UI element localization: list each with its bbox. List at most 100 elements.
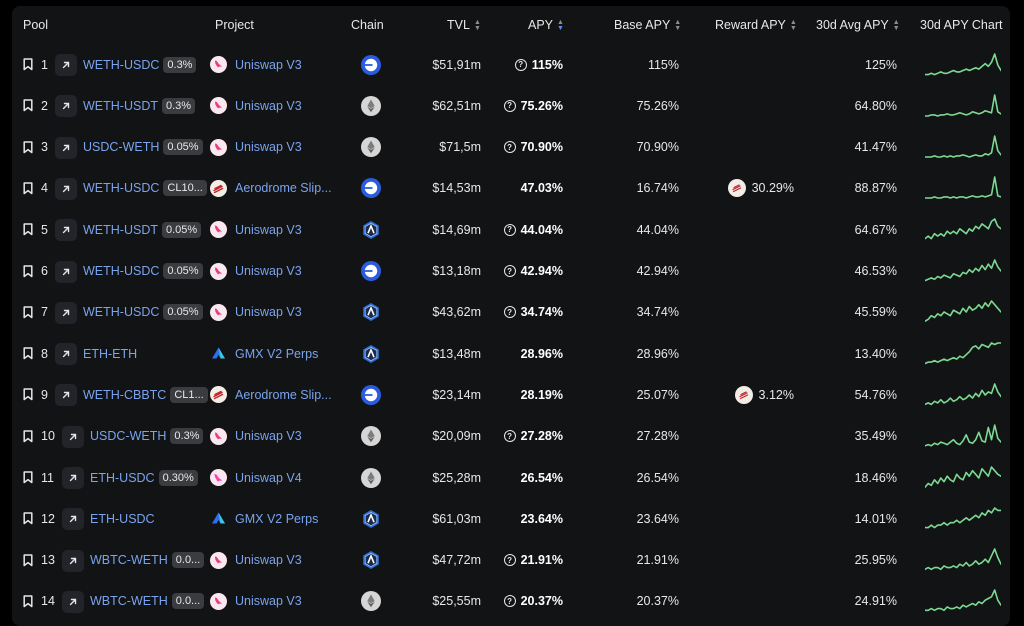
project-link[interactable]: Uniswap V4 xyxy=(235,470,302,485)
open-pool-arrow-icon[interactable] xyxy=(62,467,84,489)
open-pool-arrow-icon[interactable] xyxy=(55,260,77,283)
pool-link[interactable]: WBTC-WETH xyxy=(90,594,168,609)
fee-tier-badge: CL10... xyxy=(163,180,207,197)
bookmark-icon[interactable] xyxy=(23,292,37,333)
project-link[interactable]: Uniswap V3 xyxy=(235,264,302,278)
pool-link[interactable]: WETH-USDC xyxy=(83,264,160,278)
bookmark-icon[interactable] xyxy=(23,333,37,374)
header-project: Project xyxy=(215,18,254,32)
project-link[interactable]: GMX V2 Perps xyxy=(235,346,319,361)
open-pool-arrow-icon[interactable] xyxy=(62,590,84,613)
header-tvl-sort[interactable]: TVL ▲ ▼ xyxy=(447,18,481,32)
bookmark-icon[interactable] xyxy=(23,127,37,168)
table-row[interactable]: 13 WBTC-WETH 0.0... Uniswap V3 $47,72m? 21.91… xyxy=(12,540,1010,581)
project-link[interactable]: Aerodrome Slip... xyxy=(235,181,332,196)
project-link[interactable]: GMX V2 Perps xyxy=(235,511,319,526)
project-link[interactable]: Uniswap V3 xyxy=(235,553,302,568)
project-link[interactable]: Uniswap V3 xyxy=(235,222,302,237)
pool-link[interactable]: USDC-WETH xyxy=(90,429,167,444)
table-row[interactable]: 7 WETH-USDC 0.05% Uniswap V3 $43,62m? 34.74% 3… xyxy=(12,292,1010,333)
apy-value: 115% xyxy=(531,57,563,72)
apy-sparkline-chart xyxy=(925,498,1003,539)
header-30d-avg-apy-sort[interactable]: 30d Avg APY ▲ ▼ xyxy=(816,18,900,32)
table-row[interactable]: 6 WETH-USDC 0.05% Uniswap V3 $13,18m? 42.94% 4… xyxy=(12,251,1010,292)
open-pool-arrow-icon[interactable] xyxy=(62,508,84,531)
bookmark-icon[interactable] xyxy=(23,374,37,415)
project-link[interactable]: Uniswap V3 xyxy=(235,57,302,72)
pool-link[interactable]: ETH-ETH xyxy=(83,346,138,361)
project-link[interactable]: Uniswap V3 xyxy=(235,140,302,155)
open-pool-arrow-icon[interactable] xyxy=(62,549,84,572)
project-link[interactable]: Uniswap V3 xyxy=(235,594,302,609)
header-reward-apy-sort[interactable]: Reward APY ▲ ▼ xyxy=(715,18,797,32)
table-row[interactable]: 4 WETH-USDC CL10... Aerodrome Slip... $14,53… xyxy=(12,168,1010,209)
project-link[interactable]: Aerodrome Slip... xyxy=(235,387,332,402)
bookmark-icon[interactable] xyxy=(23,416,37,457)
row-index: 2 xyxy=(41,98,48,113)
sort-icon: ▲ ▼ xyxy=(674,18,682,32)
info-question-icon[interactable]: ? xyxy=(503,223,516,236)
bookmark-icon[interactable] xyxy=(23,498,37,539)
pool-link[interactable]: WBTC-WETH xyxy=(90,553,168,568)
bookmark-icon[interactable] xyxy=(23,251,37,292)
base-apy-value: 26.54% xyxy=(636,470,679,485)
table-row[interactable]: 9 WETH-CBBTC CL1... Aerodrome Slip... $23,14… xyxy=(12,374,1010,415)
bookmark-icon[interactable] xyxy=(23,540,37,581)
pool-link[interactable]: WETH-USDC xyxy=(83,181,160,196)
pool-link[interactable]: ETH-USDC xyxy=(90,511,155,526)
bookmark-icon[interactable] xyxy=(23,44,37,85)
avg-apy-value: 13.40% xyxy=(854,346,897,361)
table-row[interactable]: 3 USDC-WETH 0.05% Uniswap V3 $71,5m? 70.90% 70… xyxy=(12,127,1010,168)
table-row[interactable]: 5 WETH-USDT 0.05% Uniswap V3 $14,69m? 44.04% 4… xyxy=(12,209,1010,250)
pool-cell: USDC-WETH 0.05% xyxy=(83,127,203,168)
info-question-icon[interactable]: ? xyxy=(503,554,516,567)
header-apy-sort[interactable]: APY ▲ ▼ xyxy=(528,18,564,32)
open-pool-arrow-icon[interactable] xyxy=(55,301,77,324)
bookmark-icon[interactable] xyxy=(23,581,37,622)
table-row[interactable]: 10 USDC-WETH 0.3% Uniswap V3 $20,09m? 27.28% 2… xyxy=(12,416,1010,457)
open-pool-arrow-icon[interactable] xyxy=(55,343,77,366)
project-link[interactable]: Uniswap V3 xyxy=(235,429,302,444)
info-question-icon[interactable]: ? xyxy=(503,595,516,608)
uniswap-icon xyxy=(210,551,227,569)
row-index: 7 xyxy=(41,305,48,320)
bookmark-icon[interactable] xyxy=(23,209,37,250)
open-pool-arrow-icon[interactable] xyxy=(55,54,77,76)
header-tvl: TVL xyxy=(447,18,470,32)
info-question-icon[interactable]: ? xyxy=(503,99,516,112)
chain-cell xyxy=(361,374,381,415)
info-question-icon[interactable]: ? xyxy=(503,306,516,319)
header-base-apy-sort[interactable]: Base APY ▲ ▼ xyxy=(614,18,681,32)
pool-link[interactable]: USDC-WETH xyxy=(83,140,160,155)
pool-link[interactable]: ETH-USDC xyxy=(90,470,155,485)
chain-cell xyxy=(361,85,381,126)
open-pool-arrow-icon[interactable] xyxy=(55,136,77,159)
bookmark-icon[interactable] xyxy=(23,168,37,209)
table-row[interactable]: 14 WBTC-WETH 0.0... Uniswap V3 $25,55m? 20.37… xyxy=(12,581,1010,622)
info-question-icon[interactable]: ? xyxy=(503,265,516,277)
pool-link[interactable]: WETH-CBBTC xyxy=(83,387,167,402)
open-pool-arrow-icon[interactable] xyxy=(55,219,77,242)
info-question-icon[interactable]: ? xyxy=(514,58,527,71)
bookmark-icon[interactable] xyxy=(23,85,37,126)
open-pool-arrow-icon[interactable] xyxy=(55,384,77,407)
info-question-icon[interactable]: ? xyxy=(503,430,516,443)
pool-link[interactable]: WETH-USDT xyxy=(83,222,158,237)
project-link[interactable]: Uniswap V3 xyxy=(235,98,302,113)
table-row[interactable]: 8 ETH-ETH GMX V2 Perps $13,48m 28.96% 28.96% 1… xyxy=(12,333,1010,374)
table-row[interactable]: 2 WETH-USDT 0.3% Uniswap V3 $62,51m? 75.26% 75… xyxy=(12,85,1010,126)
info-question-icon[interactable]: ? xyxy=(503,141,516,154)
project-link[interactable]: Uniswap V3 xyxy=(235,305,302,320)
pool-link[interactable]: WETH-USDT xyxy=(83,98,158,113)
pool-link[interactable]: WETH-USDC xyxy=(83,57,160,72)
open-pool-arrow-icon[interactable] xyxy=(62,425,84,448)
open-pool-arrow-icon[interactable] xyxy=(55,177,77,200)
table-row[interactable]: 12 ETH-USDC GMX V2 Perps $61,03m 23.64% 23.64… xyxy=(12,498,1010,539)
table-row[interactable]: 1 WETH-USDC 0.3% Uniswap V3 $51,91m? 115% 115%… xyxy=(12,44,1010,85)
bookmark-icon[interactable] xyxy=(23,457,37,498)
open-pool-arrow-icon[interactable] xyxy=(55,95,77,118)
pool-link[interactable]: WETH-USDC xyxy=(83,305,160,320)
pool-cell: USDC-WETH 0.3% xyxy=(90,416,204,457)
sort-icon: ▲ ▼ xyxy=(789,18,797,32)
table-row[interactable]: 11 ETH-USDC 0.30% Uniswap V4 $25,28m 26.54% 26… xyxy=(12,457,1010,498)
